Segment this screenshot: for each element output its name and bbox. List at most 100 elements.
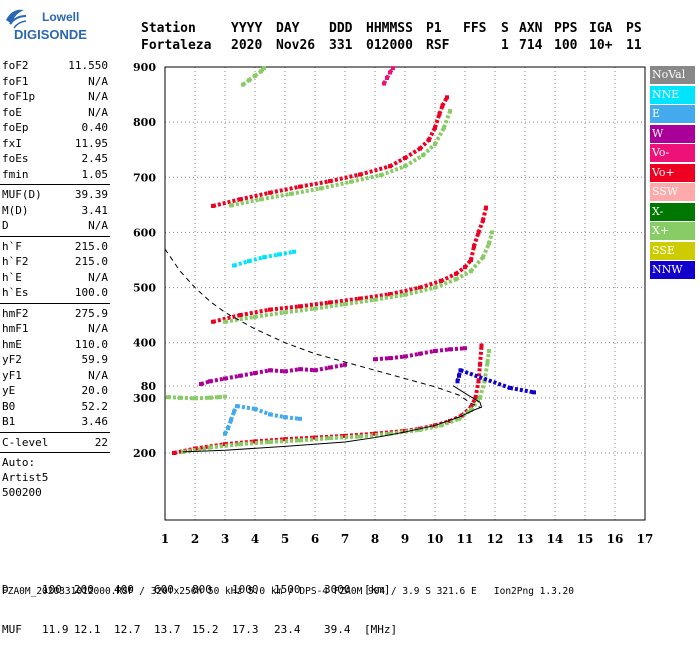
param-name: B0 bbox=[2, 399, 16, 413]
header-value: 2020 bbox=[231, 38, 263, 53]
echo-trace bbox=[478, 380, 487, 399]
echo-trace bbox=[290, 186, 322, 196]
echo-point bbox=[448, 109, 452, 114]
header-value: 100 bbox=[554, 38, 578, 53]
param-row: hmF1 N/A bbox=[0, 321, 110, 337]
legend-item-vo-minus: Vo- bbox=[650, 144, 695, 163]
param-value: 22 bbox=[94, 435, 108, 449]
divider bbox=[0, 431, 110, 433]
echo-trace bbox=[359, 431, 391, 439]
chart-legend: NoVal NNE E W Vo- Vo+ SSW X- X+ SSE NNW bbox=[650, 66, 695, 281]
legend-item-noval: NoVal bbox=[650, 66, 695, 84]
header-label: AXN bbox=[519, 21, 543, 36]
echo-trace bbox=[389, 285, 421, 297]
auto-label: Auto: bbox=[2, 456, 36, 469]
param-value: 3.46 bbox=[81, 415, 109, 428]
legend-item-ssw: SSW bbox=[650, 183, 695, 202]
echo-trace bbox=[236, 404, 256, 411]
param-value: N/A bbox=[88, 368, 108, 382]
param-row: h`F2 215.0 bbox=[0, 254, 110, 270]
param-value: 110.0 bbox=[74, 337, 108, 351]
x-tick-label: 8 bbox=[371, 532, 379, 546]
muf-cell: 13.7 bbox=[154, 623, 181, 636]
echo-trace bbox=[239, 307, 271, 318]
param-name: foEp bbox=[2, 121, 29, 134]
echo-trace bbox=[209, 376, 226, 384]
echo-trace bbox=[457, 369, 463, 377]
echo-trace bbox=[433, 113, 442, 129]
param-name: D bbox=[2, 219, 9, 232]
echo-trace bbox=[403, 146, 422, 160]
auto-code: 500200 bbox=[2, 486, 42, 499]
lowell-digisonde-logo: Lowell DIGISONDE bbox=[6, 9, 87, 42]
header-label: IGA bbox=[589, 21, 613, 36]
distance-cell: 600 bbox=[154, 583, 174, 596]
muf-cell: 23.4 bbox=[274, 623, 301, 636]
param-value: 275.9 bbox=[74, 306, 108, 320]
y-tick-label: 300 bbox=[133, 392, 156, 405]
param-row: foEp 0.40 bbox=[0, 120, 110, 136]
echo-trace bbox=[404, 285, 436, 297]
echo-trace bbox=[509, 385, 535, 395]
echo-trace bbox=[284, 415, 301, 421]
x-tick-label: 4 bbox=[251, 532, 259, 546]
echo-point bbox=[391, 66, 395, 71]
x-tick-label: 1 bbox=[161, 532, 169, 546]
echo-trace bbox=[455, 269, 472, 282]
header-value: RSF bbox=[426, 38, 450, 53]
param-name: yE bbox=[2, 384, 16, 397]
header-label: YYYY bbox=[231, 21, 263, 36]
param-value: N/A bbox=[88, 90, 108, 103]
footer-version: Ion2Png 1.3.20 bbox=[493, 586, 574, 597]
echo-trace bbox=[389, 354, 406, 361]
echo-trace bbox=[481, 207, 488, 221]
echo-trace bbox=[454, 265, 467, 276]
param-row: foEs 2.45 bbox=[0, 151, 110, 167]
echo-trace bbox=[380, 164, 406, 177]
param-name: foF1p bbox=[2, 90, 36, 103]
echo-trace bbox=[473, 380, 481, 399]
param-value: 39.39 bbox=[74, 188, 108, 201]
param-name: h`F bbox=[2, 239, 22, 253]
echo-trace bbox=[329, 362, 346, 370]
param-row: foF2 11.550 bbox=[0, 58, 110, 74]
echo-trace bbox=[329, 434, 361, 441]
x-tick-label: 10 bbox=[427, 532, 444, 546]
header-value: 10+ bbox=[589, 38, 613, 53]
echo-trace bbox=[482, 361, 490, 382]
echo-trace bbox=[239, 371, 256, 378]
param-value: N/A bbox=[88, 74, 108, 88]
echo-trace bbox=[230, 197, 262, 208]
legend-item-w: W bbox=[650, 124, 695, 143]
param-row: MUF(D) 39.39 bbox=[0, 187, 110, 203]
legend-item-nne: NNE bbox=[650, 85, 695, 104]
param-row: B0 52.2 bbox=[0, 399, 110, 415]
param-value: 2.45 bbox=[81, 152, 109, 165]
echo-trace bbox=[239, 439, 271, 447]
param-value: N/A bbox=[88, 270, 108, 284]
param-name: foE bbox=[2, 105, 22, 119]
param-value: 215.0 bbox=[74, 239, 108, 253]
echo-trace bbox=[427, 126, 437, 141]
echo-trace bbox=[350, 173, 382, 184]
echo-trace bbox=[469, 245, 476, 261]
header-value: 11 bbox=[626, 38, 642, 53]
echo-trace bbox=[284, 306, 316, 315]
param-name: foEs bbox=[2, 152, 29, 165]
param-name: hmF1 bbox=[2, 322, 29, 335]
distance-cell: 1000 bbox=[232, 583, 259, 596]
param-row: yE 20.0 bbox=[0, 383, 110, 399]
echo-trace bbox=[260, 191, 292, 202]
legend-item-x-plus: X+ bbox=[650, 222, 695, 241]
param-value: N/A bbox=[88, 322, 108, 335]
param-value: N/A bbox=[88, 219, 108, 232]
header-value: 331 bbox=[329, 38, 353, 53]
divider bbox=[0, 184, 110, 185]
muf-cell: MUF bbox=[2, 623, 22, 636]
param-value: 1.05 bbox=[81, 167, 109, 181]
echo-trace bbox=[233, 259, 250, 268]
distance-cell: 1500 bbox=[274, 583, 301, 596]
distance-cell: 400 bbox=[114, 583, 134, 596]
x-tick-label: 7 bbox=[341, 532, 349, 546]
header-label: Station bbox=[141, 21, 196, 36]
